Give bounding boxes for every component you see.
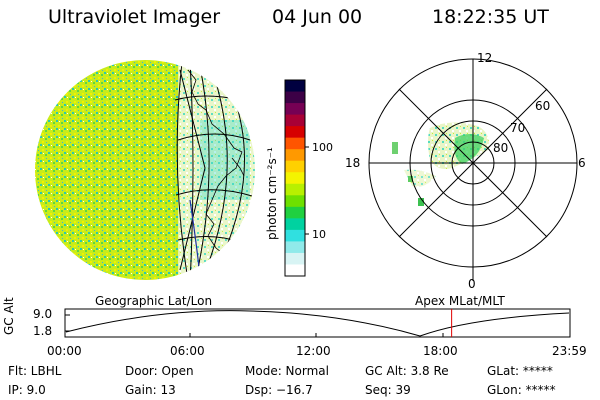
timeline-y-tick-low: 1.8 (33, 324, 53, 338)
polar-lat-80: 80 (493, 141, 508, 155)
polar-label-top: 12 (477, 51, 492, 65)
polar-label-left: 18 (345, 156, 360, 170)
info-gain: Gain: 13 (125, 383, 176, 397)
polar-lat-60: 60 (535, 99, 550, 113)
info-filter: Flt: LBHL (8, 364, 62, 378)
info-glat: GLat: ***** (487, 364, 553, 378)
timeline-x-tick-1200: 12:00 (296, 344, 331, 358)
info-mode: Mode: Normal (245, 364, 329, 378)
timeline-x-tick-0600: 06:00 (170, 344, 205, 358)
apex-label: Apex MLat/MLT (415, 294, 505, 308)
colorbar-label: photon cm⁻²s⁻¹ (265, 147, 279, 240)
altitude-curve (65, 310, 570, 337)
altitude-timeline (64, 308, 571, 338)
colorbar-segment (285, 114, 305, 127)
colorbar-frame (284, 79, 306, 277)
colorbar-segment (285, 264, 305, 277)
colorbar-segment (285, 137, 305, 150)
info-seq: Seq: 39 (365, 383, 411, 397)
colorbar-segment (285, 241, 305, 254)
colorbar-segment (285, 80, 305, 93)
polar-diagonal-2 (398, 88, 548, 238)
colorbar-segment (285, 183, 305, 196)
timeline-x-tick-0000: 00:00 (47, 344, 82, 358)
colorbar-segment (285, 252, 305, 265)
timeline-x-tick-2359: 23:59 (552, 344, 587, 358)
colorbar-tick-label-100: 100 (312, 141, 333, 154)
colorbar-segment (285, 206, 305, 219)
timeline-axis-title: GC Alt (2, 297, 16, 335)
geographic-disk (35, 60, 255, 280)
colorbar-segment (285, 172, 305, 185)
info-ip: IP: 9.0 (8, 383, 46, 397)
polar-plot: 12 18 6 0 60 70 80 (345, 51, 586, 291)
geographic-label: Geographic Lat/Lon (95, 294, 213, 308)
colorbar (285, 80, 305, 277)
info-dsp: Dsp: −16.7 (245, 383, 313, 397)
colorbar-segment (285, 160, 305, 173)
instrument-title: Ultraviolet Imager (48, 6, 221, 28)
timeline-x-tick-1800: 18:00 (423, 344, 458, 358)
colorbar-segment (285, 149, 305, 162)
colorbar-segment (285, 91, 305, 104)
info-gc-alt: GC Alt: 3.8 Re (365, 364, 449, 378)
colorbar-segment (285, 195, 305, 208)
time-label: 18:22:35 UT (432, 6, 549, 28)
colorbar-segment (285, 229, 305, 242)
timeline-y-tick-high: 9.0 (33, 307, 53, 321)
colorbar-segment (285, 126, 305, 139)
colorbar-tick-label-10: 10 (312, 228, 326, 241)
colorbar-segment (285, 218, 305, 231)
polar-label-right: 6 (578, 156, 586, 170)
info-door: Door: Open (125, 364, 194, 378)
polar-lat-70: 70 (510, 121, 525, 135)
polar-label-bottom: 0 (468, 277, 476, 291)
colorbar-segment (285, 103, 305, 116)
info-glon: GLon: ***** (487, 383, 556, 397)
timeline-frame (64, 308, 571, 338)
date-label: 04 Jun 00 (272, 6, 363, 28)
